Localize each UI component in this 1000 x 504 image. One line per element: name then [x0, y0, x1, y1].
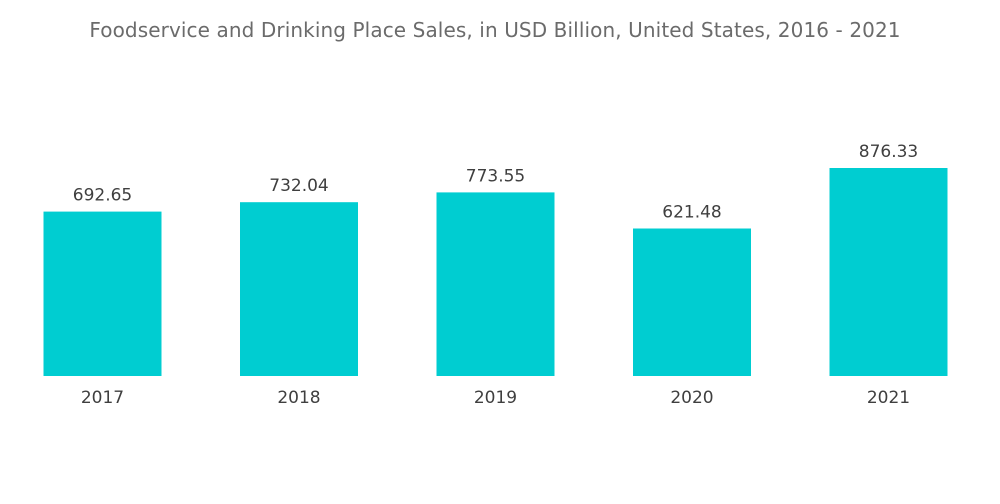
x-tick-label-2021: 2021 [867, 388, 910, 408]
value-label-2021: 876.33 [859, 142, 918, 162]
value-label-2020: 621.48 [662, 203, 721, 223]
x-tick-label-2019: 2019 [474, 388, 517, 408]
bars-group [43, 168, 948, 376]
value-label-2019: 773.55 [466, 166, 525, 186]
value-label-2017: 692.65 [73, 186, 132, 206]
x-tick-label-2020: 2020 [670, 388, 713, 408]
x-tick-label-2017: 2017 [81, 388, 124, 408]
x-tick-labels-group: 2017 2018 2019 2020 2021 [81, 388, 910, 408]
value-labels-group: 692.65 732.04 773.55 621.48 876.33 [73, 142, 918, 223]
chart-title: Foodservice and Drinking Place Sales, in… [89, 18, 901, 42]
x-tick-label-2018: 2018 [277, 388, 320, 408]
bar-2018 [240, 202, 358, 376]
bar-2017 [43, 211, 162, 376]
bar-2020 [633, 228, 751, 376]
bar-2021 [829, 168, 948, 376]
value-label-2018: 732.04 [269, 176, 328, 196]
bar-2019 [436, 192, 555, 376]
